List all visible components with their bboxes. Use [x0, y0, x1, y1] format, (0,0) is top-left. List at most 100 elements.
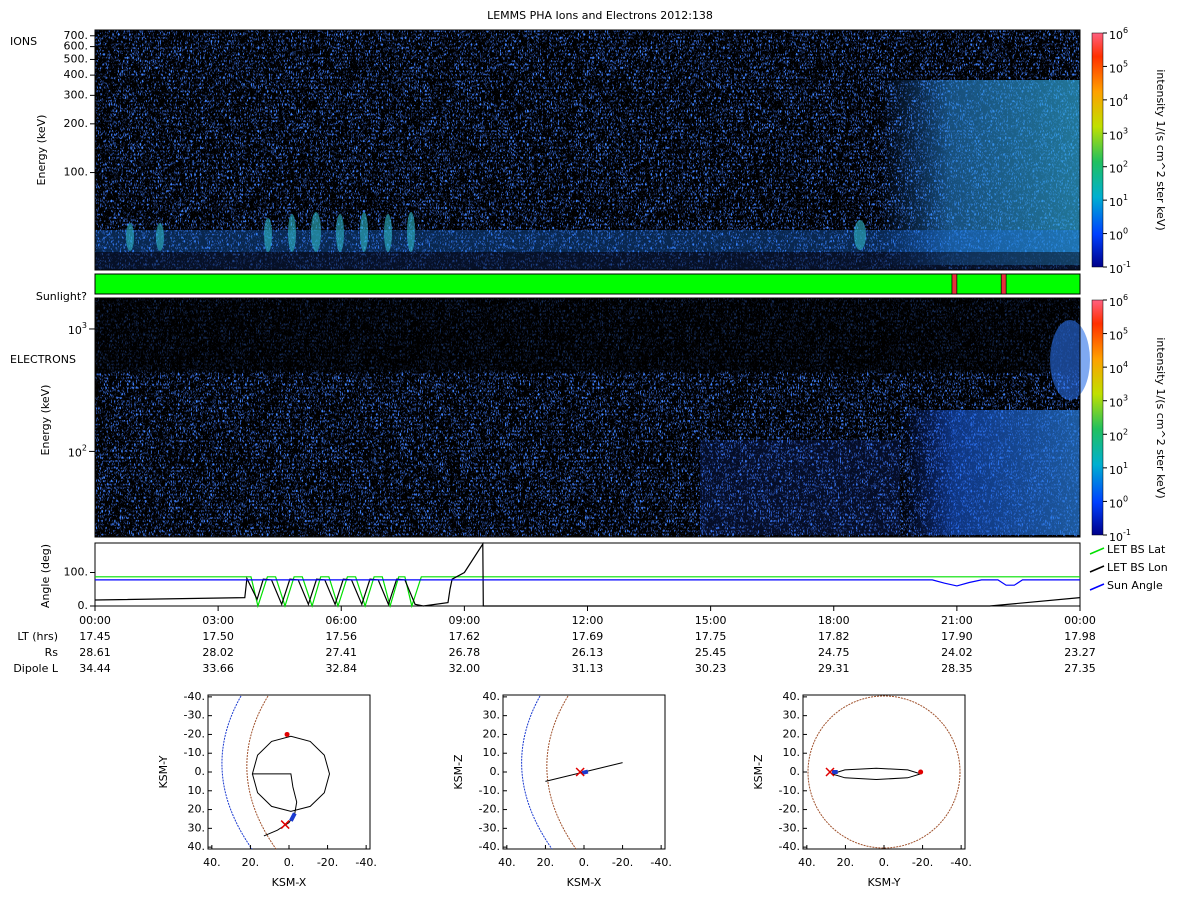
colorbar-tick-label: 10-1	[1109, 260, 1131, 277]
tick-base: 10	[68, 446, 82, 459]
colorbar-tick-label: 101	[1109, 193, 1128, 210]
ion-frame	[94, 29, 1081, 271]
y-tick-label: 600.	[64, 40, 89, 53]
sunlight-bar	[94, 273, 1081, 295]
y-tick-label: -40.	[779, 840, 800, 853]
ephemeris-value: 17.98	[1064, 630, 1096, 643]
x-axis-label: KSM-X	[567, 876, 602, 889]
ephemeris-value: 29.31	[818, 662, 850, 675]
x-tick-label: 20.	[242, 856, 260, 869]
y-tick-label: 500.	[64, 52, 89, 65]
x-tick-label: 03:00	[202, 614, 234, 627]
legend-swatch	[1089, 547, 1105, 555]
start-marker	[918, 769, 924, 775]
y-tick-label: -10.	[184, 746, 205, 759]
tick-base: 10	[1109, 397, 1123, 410]
ephemeris-value: 32.84	[326, 662, 358, 675]
y-tick-label: 0.	[790, 765, 801, 778]
ephemeris-value: 26.13	[572, 646, 604, 659]
tick-exponent: 1	[1123, 460, 1128, 469]
y-tick-label: -20.	[479, 803, 500, 816]
tick-base: 10	[1109, 62, 1123, 75]
ephemeris-value: 33.66	[202, 662, 234, 675]
ephemeris-value: 27.35	[1064, 662, 1096, 675]
y-tick-label: 400.	[64, 68, 89, 81]
y-tick-label: -20.	[779, 803, 800, 816]
tick-exponent: 1	[1123, 193, 1128, 202]
y-tick-label: 30.	[188, 821, 206, 834]
colorbar-tick-label: 102	[1109, 427, 1128, 444]
tick-exponent: 3	[82, 320, 87, 329]
y-tick-label: 10.	[783, 746, 801, 759]
ephemeris-label: Rs	[45, 646, 59, 659]
panel-label: IONS	[10, 35, 37, 48]
tick-exponent: 6	[1123, 293, 1128, 302]
colorbar	[1091, 32, 1104, 268]
y-tick-label: 40.	[483, 690, 501, 703]
tick-base: 10	[1109, 96, 1123, 109]
ephemeris-value: 17.75	[695, 630, 727, 643]
orbit-frame	[207, 694, 371, 850]
y-tick-label: 10.	[483, 746, 501, 759]
y-axis-label: Energy (keV)	[39, 385, 52, 456]
y-tick-label: 100.	[64, 565, 89, 578]
x-tick-label: 18:00	[818, 614, 850, 627]
y-axis-label: Angle (deg)	[39, 544, 52, 608]
x-tick-label: 20.	[537, 856, 555, 869]
end-marker	[575, 767, 585, 777]
x-tick-label: 0.	[284, 856, 295, 869]
tick-base: 10	[1109, 464, 1123, 477]
tick-base: 10	[1109, 296, 1123, 309]
y-tick-label: 30.	[483, 709, 501, 722]
trajectory-recent	[581, 769, 589, 775]
x-tick-label: 00:00	[79, 614, 111, 627]
legend-swatch	[1089, 583, 1105, 591]
start-marker	[284, 731, 290, 737]
y-tick-label: -30.	[479, 821, 500, 834]
legend-label: Sun Angle	[1107, 579, 1163, 592]
ephemeris-value: 23.27	[1064, 646, 1096, 659]
tick-base: 10	[1109, 263, 1123, 276]
y-tick-label: -20.	[184, 727, 205, 740]
x-tick-label: 20.	[837, 856, 855, 869]
x-tick-label: 40.	[798, 856, 816, 869]
ephemeris-value: 24.02	[941, 646, 973, 659]
tick-base: 10	[1109, 29, 1123, 42]
trajectory-recent	[289, 812, 297, 822]
tick-exponent: 2	[1123, 427, 1128, 436]
legend-swatch	[1089, 565, 1105, 573]
y-tick-label: -30.	[184, 709, 205, 722]
tick-exponent: 3	[1123, 393, 1128, 402]
eclipse-mark	[951, 273, 958, 295]
tick-exponent: 4	[1123, 92, 1128, 101]
ephemeris-value: 24.75	[818, 646, 850, 659]
x-tick-label: -20.	[317, 856, 338, 869]
tick-exponent: 5	[1123, 59, 1128, 68]
y-tick-label: 0.	[490, 765, 501, 778]
y-tick-label: -40.	[479, 840, 500, 853]
ephemeris-value: 26.78	[449, 646, 481, 659]
colorbar	[1091, 299, 1104, 536]
y-tick-label: 20.	[783, 727, 801, 740]
electron-frame	[94, 297, 1081, 538]
y-tick-label: 200.	[64, 117, 89, 130]
ion-spectrogram	[95, 30, 1080, 270]
tick-base: 10	[1109, 497, 1123, 510]
tick-exponent: -1	[1123, 260, 1131, 269]
ephemeris-label: LT (hrs)	[17, 630, 58, 643]
ephemeris-value: 17.45	[79, 630, 111, 643]
x-tick-label: 0.	[879, 856, 890, 869]
bow-shock	[521, 695, 553, 850]
tick-base: 10	[68, 324, 82, 337]
magnetopause	[807, 695, 961, 849]
x-tick-label: 12:00	[572, 614, 604, 627]
y-axis-label: KSM-Z	[752, 754, 765, 790]
colorbar-tick-label: 10-1	[1109, 528, 1131, 545]
x-tick-label: 40.	[498, 856, 516, 869]
tick-exponent: 6	[1123, 26, 1128, 35]
y-tick-label: 20.	[188, 803, 206, 816]
colorbar-tick-label: 102	[1109, 159, 1128, 176]
eclipse-mark	[1000, 273, 1007, 295]
magnetopause	[546, 695, 577, 850]
